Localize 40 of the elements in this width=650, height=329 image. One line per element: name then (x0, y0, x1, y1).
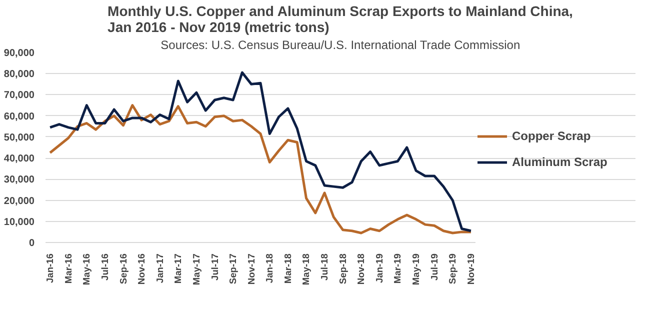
x-tick-label: Sep-17 (228, 253, 238, 284)
x-tick-label: Nov-18 (356, 253, 366, 285)
y-tick-label: 50,000 (4, 132, 35, 144)
x-tick-label: Sep-19 (448, 253, 458, 284)
y-tick-label: 60,000 (4, 111, 35, 122)
x-tick-label: Mar-19 (392, 253, 403, 284)
y-tick-label: 10,000 (4, 216, 35, 228)
x-tick-label: Jan-16 (45, 253, 56, 284)
x-tick-label: May-17 (191, 253, 202, 286)
chart-title: Monthly U.S. Copper and Aluminum Scrap Exports to Mainland China, Jan 2016 - Nov 2019 (metric tons) (108, 3, 573, 35)
x-tick-label: May-16 (82, 253, 92, 286)
legend-label: Aluminum Scrap (512, 155, 608, 169)
x-tick-label: Nov-19 (466, 253, 476, 285)
x-tick-label: Nov-16 (136, 253, 147, 285)
x-tick-label: Mar-16 (63, 253, 74, 284)
y-tick-label: 90,000 (4, 48, 35, 59)
x-tick-label: Jan-19 (374, 253, 384, 284)
x-tick-label: Nov-17 (246, 253, 256, 285)
x-tick-label: Jul-19 (429, 253, 440, 280)
x-tick-label: Sep-18 (338, 253, 348, 284)
x-tick-label: Sep-16 (118, 253, 128, 284)
x-tick-label: Mar-18 (282, 253, 293, 284)
y-tick-label: 0 (28, 238, 35, 249)
x-tick-label: May-19 (411, 253, 422, 286)
line-series (48, 71, 472, 232)
y-tick-label: 40,000 (4, 154, 35, 165)
y-tick-label: 80,000 (4, 69, 35, 80)
x-tick-label: Jan-17 (154, 253, 165, 284)
y-tick-label: 20,000 (4, 196, 35, 207)
line-series (48, 104, 472, 234)
chart-subtitle: Sources: U.S. Census Bureau/U.S. International Trade Commission (160, 38, 520, 52)
x-tick-label: May-18 (301, 253, 312, 286)
x-tick-label: Jul-16 (100, 253, 110, 280)
x-tick-label: Jul-17 (210, 253, 220, 280)
x-tick-label: Mar-17 (173, 253, 184, 284)
legend-label: Copper Scrap (512, 129, 591, 143)
x-tick-label: Jan-18 (264, 253, 275, 284)
y-tick-label: 70,000 (4, 90, 35, 102)
x-tick-label: Jul-18 (320, 253, 330, 280)
y-tick-label: 30,000 (4, 174, 35, 186)
